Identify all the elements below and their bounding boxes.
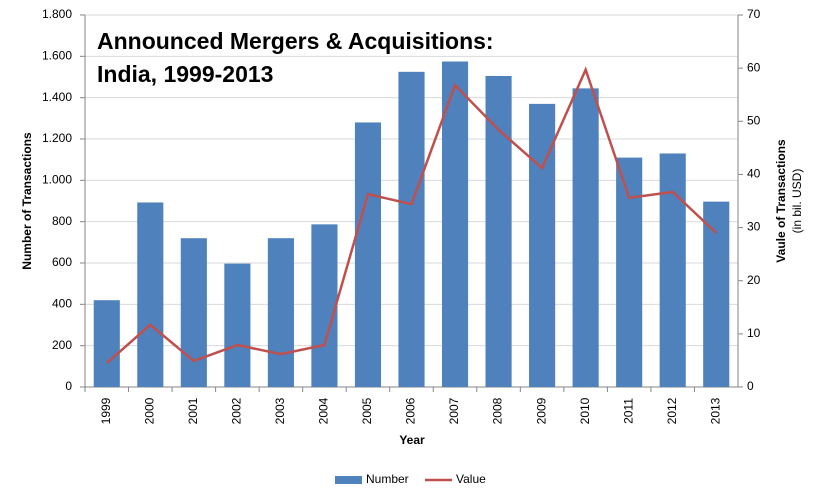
x-tick-label: 2009 (534, 397, 548, 424)
y2-tick-label: 40 (747, 167, 761, 181)
y-tick-label: 1.000 (42, 173, 72, 187)
y2-tick-label: 10 (747, 326, 761, 340)
bar (703, 201, 730, 387)
x-tick-label: 2008 (491, 397, 505, 424)
bar (659, 153, 686, 387)
y-tick-label: 1.800 (42, 7, 72, 21)
y2-tick-label: 30 (747, 220, 761, 234)
chart-title: Announced Mergers & Acquisitions: (97, 28, 494, 54)
bar (224, 263, 251, 387)
bar (572, 88, 599, 387)
bar (398, 71, 425, 387)
legend-label: Number (366, 472, 409, 486)
y-tick-label: 1.400 (42, 90, 72, 104)
x-tick-label: 2006 (404, 397, 418, 424)
y-tick-label: 200 (52, 338, 72, 352)
x-tick-label: 2003 (273, 397, 287, 424)
legend-label: Value (456, 472, 486, 486)
bar (485, 75, 512, 387)
x-tick-label: 2005 (360, 397, 374, 424)
y2-tick-label: 50 (747, 113, 761, 127)
y-tick-label: 1.600 (42, 49, 72, 63)
y2-tick-label: 20 (747, 273, 761, 287)
y2-axis-sublabel: (in bil. USD) (790, 169, 804, 234)
x-tick-label: 2012 (665, 397, 679, 424)
bar (354, 122, 382, 387)
x-tick-label: 2011 (621, 398, 635, 424)
x-tick-label: 2007 (447, 397, 461, 424)
bar (616, 157, 643, 387)
line (105, 66, 718, 365)
y2-tick-label: 70 (747, 7, 761, 21)
chart-subtitle: India, 1999-2013 (97, 61, 273, 87)
x-tick-label: 2000 (142, 397, 156, 424)
y-tick-label: 1.200 (42, 131, 72, 145)
bar (180, 238, 207, 387)
y-tick-label: 800 (52, 214, 72, 228)
y2-axis-label: Vaule of Transactions (774, 139, 788, 263)
x-tick-label: 2010 (578, 397, 592, 424)
bar (267, 238, 294, 387)
bar (93, 300, 120, 387)
bar (311, 224, 338, 387)
x-tick-label: 2013 (708, 397, 722, 424)
y-tick-label: 0 (65, 379, 72, 393)
x-tick-label: 2002 (230, 397, 244, 424)
x-tick-label: 2001 (186, 397, 200, 424)
x-tick-label: 1999 (99, 397, 113, 424)
y-tick-label: 600 (52, 255, 72, 269)
y-tick-label: 400 (52, 297, 72, 311)
bar (441, 61, 469, 387)
bar (137, 202, 164, 387)
legend-swatch (335, 476, 362, 484)
y2-tick-label: 0 (747, 379, 754, 393)
y-axis-label: Number of Transactions (20, 132, 34, 270)
x-axis-label: Year (399, 433, 425, 447)
y2-tick-label: 60 (747, 60, 761, 74)
x-tick-label: 2004 (317, 397, 331, 424)
